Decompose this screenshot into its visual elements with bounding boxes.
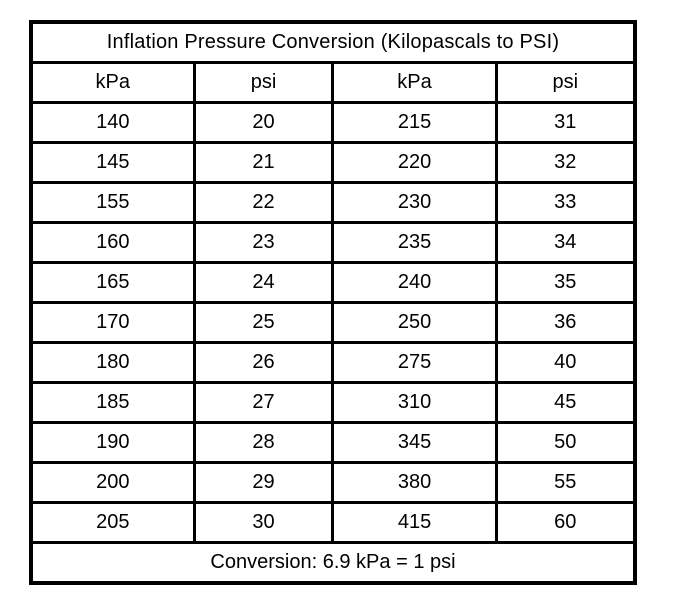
- table-cell: 345: [331, 420, 498, 464]
- table-title: Inflation Pressure Conversion (Kilopasca…: [29, 20, 637, 64]
- table-cell: 26: [192, 340, 335, 384]
- table-cell: 200: [29, 460, 196, 504]
- table-cell: 240: [331, 260, 498, 304]
- table-cell: 31: [494, 100, 637, 144]
- table-cell: 28: [192, 420, 335, 464]
- table-cell: 215: [331, 100, 498, 144]
- table-footer: Conversion: 6.9 kPa = 1 psi: [29, 540, 637, 584]
- table-cell: 235: [331, 220, 498, 264]
- table-row: 170 25 250 36: [29, 300, 637, 344]
- column-header-kpa-1: kPa: [29, 60, 196, 104]
- table-cell: 40: [494, 340, 637, 384]
- column-header-psi-2: psi: [494, 60, 637, 104]
- table-cell: 190: [29, 420, 196, 464]
- table-cell: 145: [29, 140, 196, 184]
- table-row: 200 29 380 55: [29, 460, 637, 504]
- table-row: 155 22 230 33: [29, 180, 637, 224]
- table-row: 180 26 275 40: [29, 340, 637, 384]
- table-row: 145 21 220 32: [29, 140, 637, 184]
- table-cell: 33: [494, 180, 637, 224]
- table-row: 190 28 345 50: [29, 420, 637, 464]
- table-row: 140 20 215 31: [29, 100, 637, 144]
- table-cell: 36: [494, 300, 637, 344]
- table-cell: 180: [29, 340, 196, 384]
- table-cell: 415: [331, 500, 498, 544]
- table-cell: 155: [29, 180, 196, 224]
- table-cell: 50: [494, 420, 637, 464]
- table-cell: 380: [331, 460, 498, 504]
- column-header-psi-1: psi: [192, 60, 335, 104]
- table-cell: 250: [331, 300, 498, 344]
- footer-row: Conversion: 6.9 kPa = 1 psi: [29, 540, 637, 584]
- table-cell: 20: [192, 100, 335, 144]
- table-row: 205 30 415 60: [29, 500, 637, 544]
- table-cell: 220: [331, 140, 498, 184]
- table-row: 165 24 240 35: [29, 260, 637, 304]
- table-cell: 55: [494, 460, 637, 504]
- table-cell: 32: [494, 140, 637, 184]
- table-cell: 34: [494, 220, 637, 264]
- table-cell: 165: [29, 260, 196, 304]
- table-cell: 35: [494, 260, 637, 304]
- table-cell: 185: [29, 380, 196, 424]
- table-cell: 27: [192, 380, 335, 424]
- table-row: 160 23 235 34: [29, 220, 637, 264]
- table-cell: 22: [192, 180, 335, 224]
- table-cell: 140: [29, 100, 196, 144]
- table-cell: 23: [192, 220, 335, 264]
- table-cell: 310: [331, 380, 498, 424]
- table-row: 185 27 310 45: [29, 380, 637, 424]
- table-cell: 24: [192, 260, 335, 304]
- title-row: Inflation Pressure Conversion (Kilopasca…: [29, 20, 637, 64]
- column-header-kpa-2: kPa: [331, 60, 498, 104]
- table-cell: 170: [29, 300, 196, 344]
- table-cell: 160: [29, 220, 196, 264]
- table-cell: 21: [192, 140, 335, 184]
- header-row: kPa psi kPa psi: [29, 60, 637, 104]
- table-cell: 25: [192, 300, 335, 344]
- table-cell: 60: [494, 500, 637, 544]
- table-cell: 29: [192, 460, 335, 504]
- table-cell: 45: [494, 380, 637, 424]
- pressure-conversion-table: Inflation Pressure Conversion (Kilopasca…: [29, 20, 637, 585]
- table-cell: 30: [192, 500, 335, 544]
- table-cell: 230: [331, 180, 498, 224]
- table-cell: 275: [331, 340, 498, 384]
- table-cell: 205: [29, 500, 196, 544]
